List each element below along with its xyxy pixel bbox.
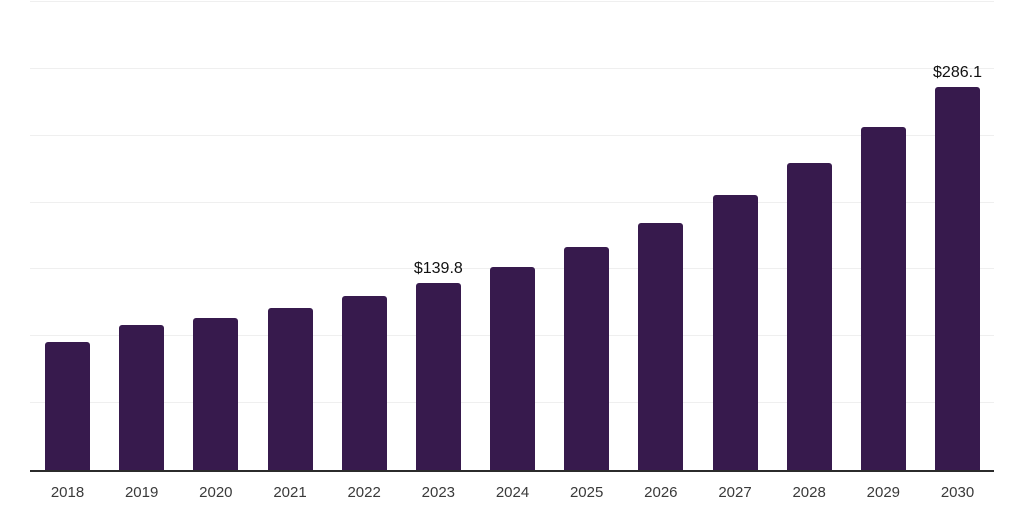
gridline-250 (30, 134, 994, 136)
x-tick-2021: 2021 (273, 484, 307, 501)
x-tick-2030: 2030 (940, 484, 975, 501)
x-tick-2023: 2023 (421, 484, 456, 501)
x-tick-2022: 2022 (347, 484, 381, 501)
x-axis-line (30, 470, 994, 472)
bar-2022 (341, 295, 387, 470)
x-tick-2018: 2018 (50, 484, 85, 501)
x-tick-2020: 2020 (199, 484, 233, 501)
gridline-350 (30, 1, 994, 2)
bar-2019 (119, 325, 165, 470)
x-tick-2024: 2024 (495, 484, 530, 501)
gridline-300 (30, 67, 994, 69)
x-tick-2027: 2027 (718, 484, 752, 501)
bar-2029 (860, 127, 906, 470)
bar-2028 (786, 163, 832, 470)
bar-2024 (490, 267, 535, 470)
bar-2020 (193, 317, 239, 470)
plot-area: $139.8 $286.1 (30, 1, 994, 472)
bar-2025 (564, 246, 610, 470)
x-tick-2025: 2025 (569, 484, 604, 501)
value-label-2023: $139.8 (413, 260, 463, 278)
x-tick-2026: 2026 (644, 484, 678, 501)
bar-2026 (638, 222, 684, 470)
bar-2027 (712, 194, 758, 470)
gridline-200 (30, 201, 994, 203)
bar-2018 (45, 341, 90, 470)
x-tick-2029: 2029 (866, 484, 901, 501)
x-tick-2019: 2019 (124, 484, 159, 501)
bar-2021 (267, 308, 313, 470)
value-label-2030: $286.1 (933, 64, 982, 82)
bar-2023 (415, 283, 461, 470)
bar-2030 (935, 87, 980, 470)
x-tick-2028: 2028 (792, 484, 826, 501)
